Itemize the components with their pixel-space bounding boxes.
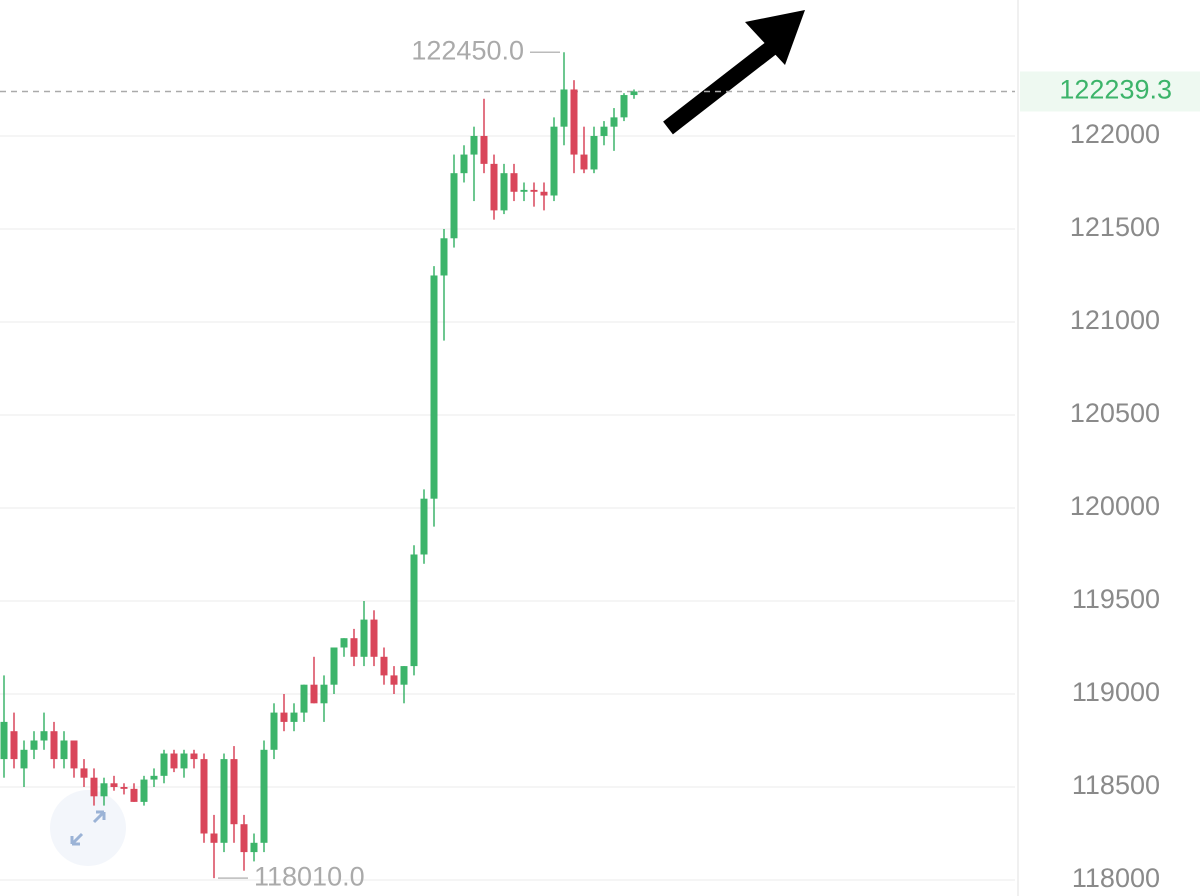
candle-body [200, 759, 208, 834]
candle-body [50, 731, 58, 760]
candle-body [610, 117, 618, 127]
expand-icon[interactable] [70, 810, 106, 846]
candle-body [520, 189, 528, 192]
candle-body [90, 777, 98, 797]
y-tick-label: 120000 [1070, 491, 1160, 521]
candle-body [510, 173, 518, 192]
candle-body [620, 95, 628, 118]
candle-body [290, 712, 298, 722]
candle-body [420, 498, 428, 555]
candle-body [210, 833, 218, 843]
expand-bg[interactable] [50, 790, 126, 866]
candle-body [40, 731, 48, 741]
max-label: 122450.0 [411, 35, 524, 65]
candle-body [240, 824, 248, 853]
y-tick-label: 120500 [1070, 398, 1160, 428]
y-tick-label: 118000 [1072, 863, 1160, 893]
last-price-label: 122239.3 [1059, 75, 1172, 105]
candle-body [60, 740, 68, 760]
candle-body [370, 619, 378, 657]
candle-body [340, 638, 348, 648]
candle-body [220, 759, 228, 843]
candle-body [170, 753, 178, 769]
candle-body [470, 135, 478, 155]
y-tick-label: 119000 [1072, 677, 1160, 707]
candle-body [350, 638, 358, 657]
candle-body [490, 163, 498, 211]
candle-body [140, 779, 148, 802]
candle-body [550, 126, 558, 196]
candle-body [10, 731, 18, 760]
candle-body [180, 753, 188, 769]
y-tick-label: 119500 [1072, 584, 1160, 614]
candle-body [20, 749, 28, 769]
expand-button[interactable] [50, 790, 126, 866]
candle-body [500, 173, 508, 211]
arrow-shaft [663, 38, 780, 135]
candle-body [360, 619, 368, 657]
candle-body [440, 238, 448, 276]
candle-body [540, 191, 548, 196]
candle-body [480, 135, 488, 164]
candle-body [600, 126, 608, 136]
candle-body [630, 91, 638, 96]
candle-body [430, 275, 438, 499]
candle-body [460, 154, 468, 174]
candle-body [250, 842, 258, 853]
y-tick-label: 121500 [1070, 212, 1160, 242]
candle-body [100, 783, 108, 797]
candle-body [320, 684, 328, 704]
candle-body [230, 759, 238, 825]
candle-body [70, 740, 78, 769]
candle-body [310, 684, 318, 704]
candle-body [30, 740, 38, 750]
candle-body [330, 647, 338, 685]
min-label: 118010.0 [254, 861, 365, 891]
candle-body [160, 753, 168, 776]
candle-body [130, 788, 138, 802]
candle-body [0, 721, 8, 760]
candle-body [80, 768, 88, 778]
candle-body [380, 656, 388, 676]
candle-body [120, 786, 128, 789]
candle-body [390, 675, 398, 685]
candle-body [300, 684, 308, 713]
candle-body [150, 775, 158, 780]
arrow-head [745, 10, 805, 65]
candle-body [560, 89, 568, 127]
candle-body [580, 154, 588, 170]
candle-body [280, 712, 288, 722]
y-tick-label: 118500 [1072, 770, 1160, 800]
candle-body [410, 554, 418, 667]
candle-body [190, 753, 198, 760]
candle-body [450, 173, 458, 239]
candle-body [530, 189, 538, 192]
y-tick-label: 122000 [1070, 119, 1160, 149]
trend-arrow [663, 10, 805, 135]
y-tick-label: 121000 [1070, 305, 1160, 335]
candle-body [570, 89, 578, 155]
candle-body [400, 666, 408, 685]
last-price-box [1020, 71, 1200, 112]
candle-body [110, 783, 118, 787]
candle-body [260, 749, 268, 843]
candle-body [270, 712, 278, 750]
candle-body [590, 135, 598, 170]
